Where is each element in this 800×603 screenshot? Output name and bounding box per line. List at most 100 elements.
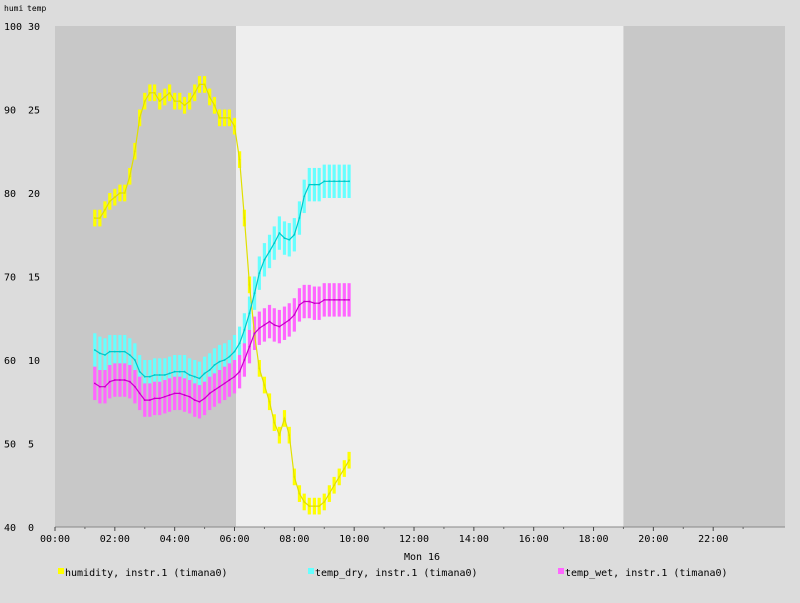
data-point (213, 104, 216, 107)
data-point (113, 196, 116, 199)
plot-daylight-area (236, 26, 624, 527)
data-point (273, 421, 276, 424)
data-point (213, 389, 216, 391)
data-point (168, 372, 171, 375)
axis-ticks: 00:00 02:00 04:00 06:00 08:00 10:00 12:00 14:00… (4, 22, 744, 545)
data-point (153, 397, 156, 400)
series-line (94, 299, 350, 403)
data-point (198, 377, 201, 380)
x-tick-label: 10:00 (339, 534, 369, 545)
data-point (338, 298, 341, 301)
data-point (193, 375, 196, 378)
data-point (143, 375, 146, 378)
data-point (233, 125, 236, 128)
data-point (108, 200, 111, 203)
data-point (193, 91, 196, 94)
data-point (163, 374, 166, 376)
data-point (143, 399, 146, 401)
x-tick-label: 14:00 (459, 534, 489, 545)
data-point (203, 397, 206, 400)
data-point (153, 91, 156, 94)
data-point (253, 332, 256, 335)
y-temp-tick-label: 20 (28, 189, 40, 200)
data-point (133, 150, 136, 153)
data-point (303, 300, 306, 303)
data-point (223, 382, 226, 385)
data-point (268, 320, 271, 323)
data-point (148, 375, 151, 378)
data-point (278, 232, 281, 234)
y-humi-tick-label: 100 (4, 22, 22, 33)
x-tick-label: 06:00 (219, 534, 249, 545)
data-point (228, 379, 231, 381)
data-point (278, 434, 281, 437)
y-temp-tick-label: 30 (28, 22, 40, 33)
plot-background (55, 26, 785, 527)
legend-label: temp_wet, instr.1 (timana0) (565, 568, 728, 579)
legend-swatch (308, 568, 314, 574)
data-point (198, 83, 201, 86)
data-point (119, 350, 121, 353)
data-point (223, 359, 226, 361)
y-humi-tick-label: 70 (4, 273, 16, 284)
x-tick-label: 18:00 (578, 534, 608, 545)
data-point (308, 300, 311, 303)
data-point (263, 324, 266, 326)
data-point (298, 492, 301, 495)
x-tick-label: 12:00 (399, 534, 429, 545)
data-point (203, 372, 206, 375)
data-point (283, 322, 286, 325)
data-point (223, 116, 226, 119)
data-point (273, 324, 276, 326)
y-humi-tick-label: 40 (4, 523, 16, 534)
data-point (178, 392, 181, 395)
data-point (288, 238, 291, 241)
data-point (208, 96, 211, 98)
data-point (308, 505, 311, 508)
data-point (173, 370, 176, 373)
data-point (213, 364, 216, 366)
x-date-label: Mon 16 (404, 552, 440, 563)
data-point (233, 350, 236, 353)
y-humi-tick-label: 80 (4, 189, 16, 200)
data-point (238, 342, 241, 345)
data-point (343, 298, 346, 301)
data-point (98, 352, 101, 355)
data-point (263, 384, 266, 386)
data-point (258, 327, 261, 330)
data-point (328, 180, 331, 183)
data-point (248, 283, 251, 286)
y-temp-tick-label: 0 (28, 523, 34, 534)
data-point (163, 96, 166, 98)
data-point (348, 459, 350, 462)
data-point (303, 501, 306, 503)
data-point (119, 379, 121, 381)
data-point (123, 379, 126, 381)
data-point (293, 476, 296, 478)
x-tick-label: 00:00 (40, 534, 70, 545)
data-point (298, 303, 301, 306)
data-point (119, 192, 121, 194)
legend-swatch (58, 568, 64, 574)
data-point (108, 350, 111, 353)
legend: humidity, instr.1 (timana0) temp_dry, ins… (58, 568, 728, 579)
data-point (238, 158, 241, 161)
data-point (128, 380, 131, 383)
data-point (283, 237, 286, 239)
data-point (104, 354, 106, 356)
data-point (243, 359, 246, 361)
data-point (98, 385, 101, 388)
data-point (258, 367, 261, 370)
data-point (333, 180, 336, 183)
data-point (303, 195, 306, 198)
series-lines (93, 83, 350, 508)
data-point (238, 370, 241, 373)
data-point (228, 355, 231, 358)
data-point (178, 370, 181, 373)
data-point (338, 476, 341, 478)
data-point (188, 374, 191, 376)
data-point (93, 382, 96, 385)
data-point (283, 417, 286, 420)
data-point (218, 385, 221, 388)
